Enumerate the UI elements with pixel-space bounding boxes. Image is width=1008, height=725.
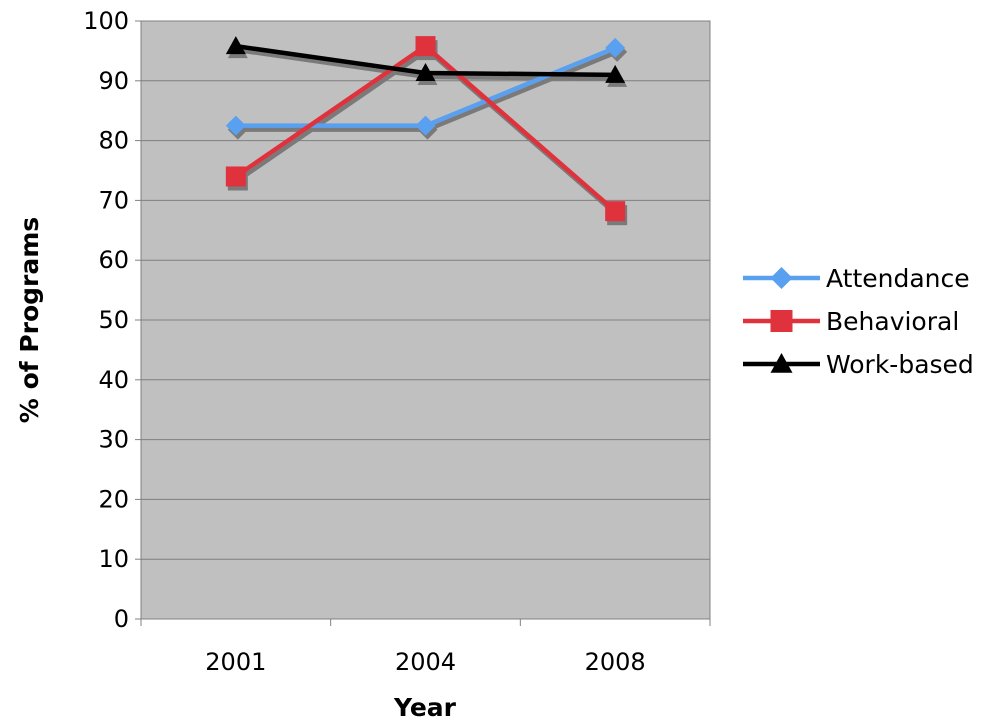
legend: Attendance Behavioral Work-based <box>743 264 974 379</box>
x-tick-label-2004: 2004 <box>395 648 456 676</box>
data-point-behavioral-2001 <box>225 166 246 187</box>
legend-label-behavioral: Behavioral <box>826 307 959 336</box>
plot-area: 0 10 20 30 40 50 60 70 80 90 100 2001 2004 2008 <box>83 7 711 676</box>
x-tick-label-2008: 2008 <box>585 648 646 676</box>
legend-marker-attendance <box>770 267 793 289</box>
data-point-work-based-2008 <box>605 64 626 83</box>
legend-marker-work-based <box>770 353 793 373</box>
y-tick-label-90: 90 <box>98 67 129 95</box>
y-tick-label-60: 60 <box>98 246 129 274</box>
data-point-attendance-2008 <box>605 37 626 58</box>
data-point-behavioral-2008 <box>605 201 626 222</box>
y-axis-title: % of Programs <box>15 217 44 423</box>
y-tick-label-50: 50 <box>98 306 129 334</box>
x-axis-title: Year <box>393 693 457 722</box>
legend-label-work-based: Work-based <box>826 350 974 379</box>
y-tick-label-10: 10 <box>98 545 129 573</box>
y-tick-label-80: 80 <box>98 127 129 155</box>
y-tick-label-100: 100 <box>83 7 129 35</box>
y-tick-label-20: 20 <box>98 485 129 513</box>
data-point-behavioral-2004 <box>415 36 436 57</box>
y-tick-label-0: 0 <box>114 605 129 633</box>
legend-marker-behavioral <box>770 310 793 332</box>
legend-label-attendance: Attendance <box>826 264 970 293</box>
data-point-attendance-2001 <box>225 115 246 136</box>
y-tick-label-40: 40 <box>98 366 129 394</box>
data-point-work-based-2001 <box>225 36 246 55</box>
y-tick-label-70: 70 <box>98 186 129 214</box>
data-point-attendance-2004 <box>415 115 436 136</box>
data-point-work-based-2004 <box>415 63 436 82</box>
x-tick-label-2001: 2001 <box>205 648 266 676</box>
y-tick-label-30: 30 <box>98 426 129 454</box>
